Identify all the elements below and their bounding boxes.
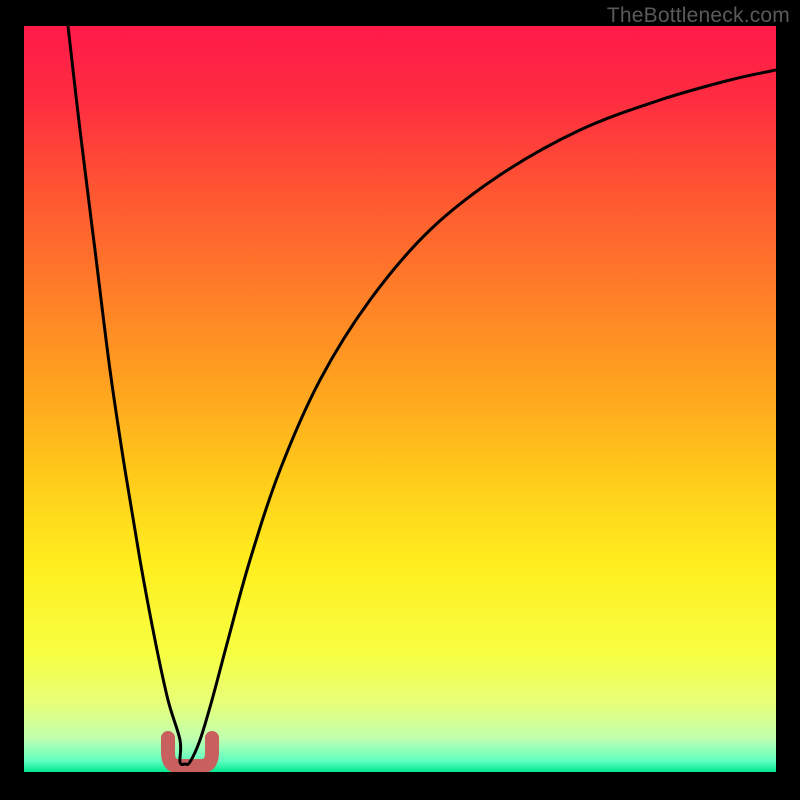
chart-svg [0, 0, 800, 800]
plot-area [24, 26, 776, 772]
attribution-text: TheBottleneck.com [607, 4, 790, 28]
chart-container: TheBottleneck.com [0, 0, 800, 800]
